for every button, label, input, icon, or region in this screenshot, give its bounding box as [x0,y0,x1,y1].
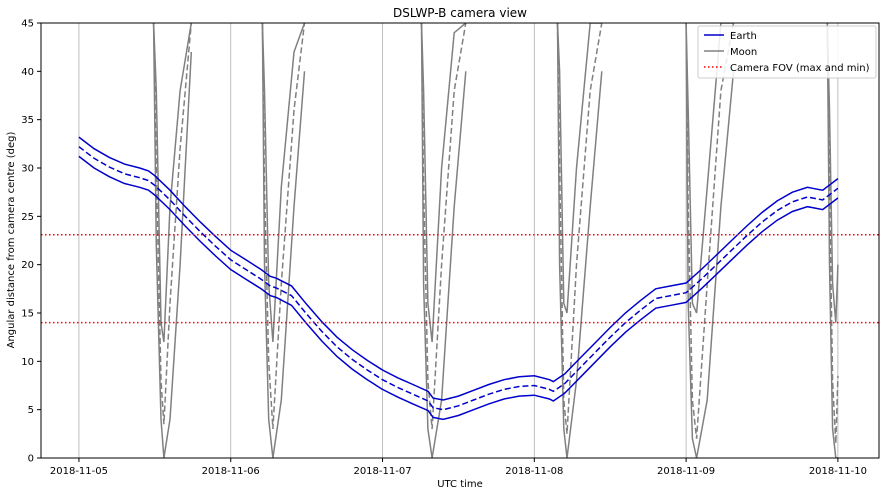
moon-lower-line [261,23,306,458]
moon-series [152,23,839,458]
y-axis-label: Angular distance from camera centre (deg… [6,132,17,349]
moon-center-line [152,23,193,425]
plot-frame [40,22,880,459]
x-tick-label: 2018-11-08 [505,466,563,477]
moon-upper-line [685,23,734,314]
moon-upper-line [420,23,467,343]
legend: Earth Moon Camera FOV (max and min) [697,25,877,79]
x-tick-label: 2018-11-06 [202,466,260,477]
legend-earth-label: Earth [730,31,757,42]
x-axis-label: UTC time [437,479,483,490]
y-tick-label: 30 [21,164,34,175]
moon-center-line [420,23,467,430]
moon-upper-line [556,23,602,314]
moon-center-line [556,23,603,434]
legend-fov-label: Camera FOV (max and min) [730,63,870,74]
x-tick-label: 2018-11-09 [657,466,715,477]
earth-center-line [78,146,839,411]
y-tick-label: 20 [21,260,34,271]
moon-center-line [261,23,306,430]
x-tick-label: 2018-11-07 [353,466,411,477]
y-tick-label: 10 [21,357,34,368]
y-tick-label: 15 [21,309,34,320]
legend-moon-label: Moon [730,47,757,58]
chart-title: DSLWP-B camera view [393,6,527,20]
x-axis: 2018-11-05 2018-11-06 2018-11-07 2018-11-08… [50,458,867,477]
moon-upper-line [152,23,193,343]
moon-lower-line [420,23,467,458]
moon-lower-line [826,23,838,458]
earth-upper-line [78,136,839,401]
x-tick-label: 2018-11-10 [809,466,867,477]
earth-lower-line [78,155,839,421]
y-tick-label: 25 [21,212,34,223]
y-tick-label: 45 [21,19,34,30]
y-tick-label: 35 [21,115,34,126]
legend-box [697,25,877,79]
x-tick-label: 2018-11-05 [50,466,108,477]
moon-center-line [826,23,839,444]
moon-center-line [685,23,735,439]
y-tick-label: 5 [28,405,34,416]
moon-lower-line [152,23,193,458]
earth-series [78,136,839,421]
y-tick-label: 0 [28,454,34,465]
plot-area [41,23,879,458]
y-tick-label: 40 [21,67,34,78]
moon-upper-line [261,23,306,343]
moon-lower-line [556,23,603,458]
y-axis: 0 5 10 15 20 25 30 35 40 45 [21,19,41,465]
moon-lower-line [685,23,735,458]
